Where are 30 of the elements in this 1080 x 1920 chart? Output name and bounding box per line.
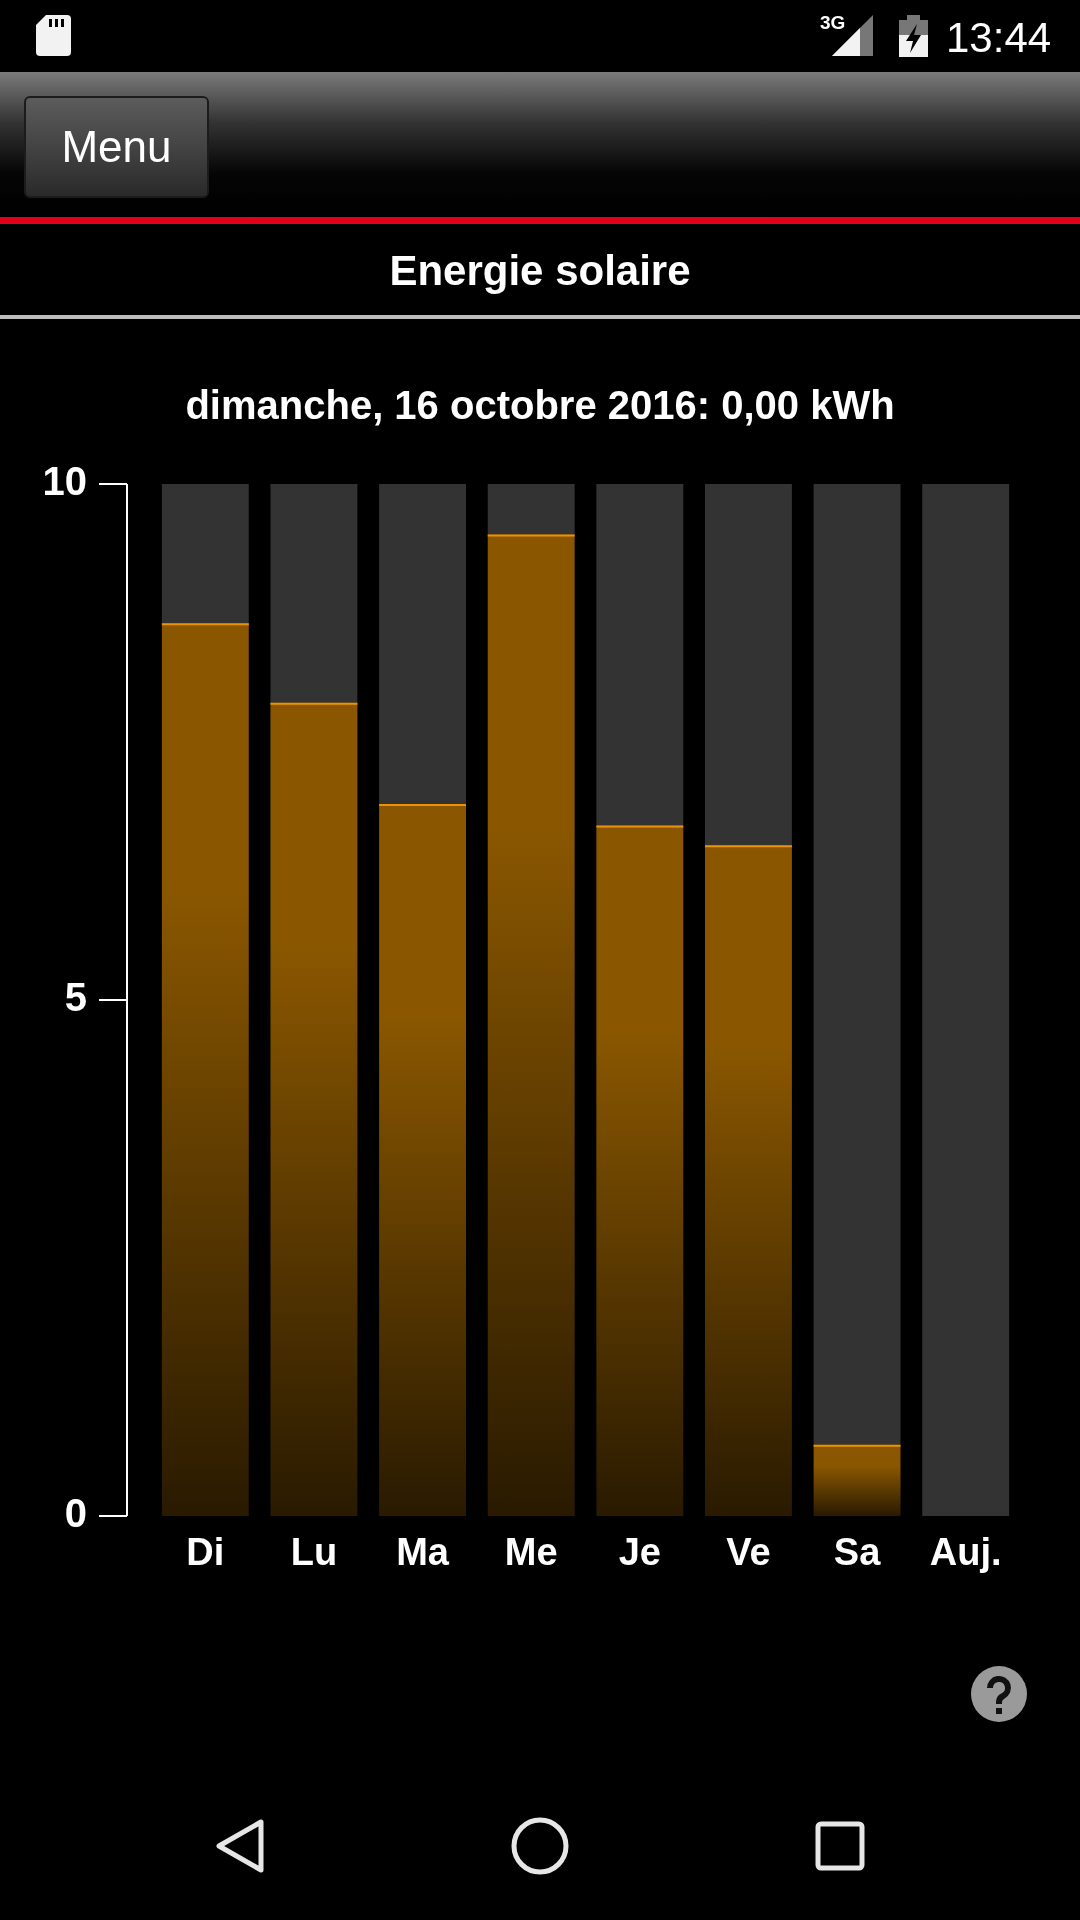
bar — [161, 623, 249, 1516]
x-tick-label: Sa — [833, 1531, 882, 1574]
x-tick-label: Je — [618, 1531, 661, 1574]
x-tick-label: Lu — [290, 1531, 338, 1574]
bar — [596, 825, 684, 1516]
bar — [487, 484, 575, 535]
bar — [704, 484, 792, 846]
chart-title: Energie solaire — [388, 246, 692, 296]
x-tick-label: Me — [504, 1531, 558, 1574]
bar — [379, 484, 467, 804]
bar — [922, 484, 1010, 1516]
y-tick-label: 5 — [64, 975, 87, 1020]
x-tick-label: Auj. — [929, 1531, 1002, 1574]
text: 3G — [820, 12, 846, 34]
bar — [813, 484, 901, 1445]
bar — [379, 803, 467, 1516]
y-tick-label: 10 — [42, 459, 87, 504]
text: 13:44 — [946, 14, 1052, 62]
bar — [813, 1444, 901, 1516]
bar — [161, 484, 249, 624]
chart-subtitle: dimanche, 16 octobre 2016: 0,00 kWh — [184, 382, 896, 429]
y-tick-label: 0 — [64, 1491, 87, 1536]
bar — [596, 484, 684, 826]
x-tick-label: Ve — [726, 1531, 771, 1574]
bar — [487, 534, 575, 1516]
bar — [270, 702, 358, 1516]
x-tick-label: Ma — [396, 1531, 450, 1574]
x-tick-label: Di — [186, 1531, 225, 1574]
bar — [270, 484, 358, 703]
bar — [704, 845, 792, 1516]
